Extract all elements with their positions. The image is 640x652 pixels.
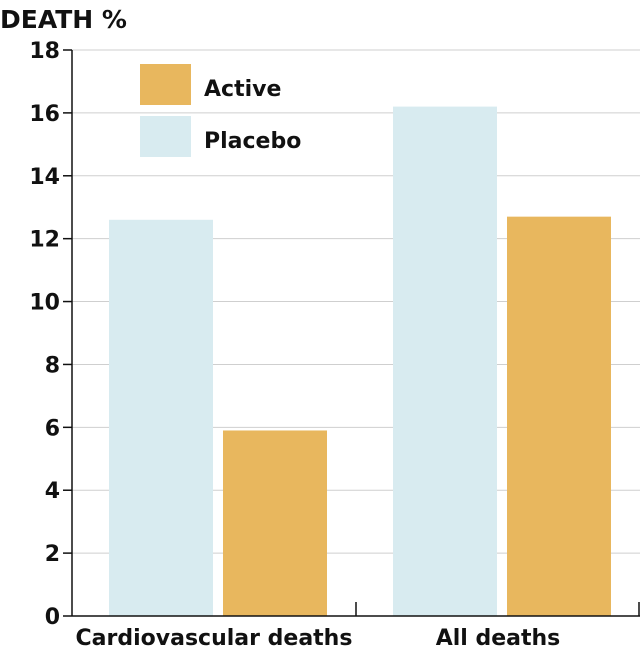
- bar: [507, 216, 611, 616]
- y-tick-label: 6: [45, 416, 60, 441]
- legend: Active Placebo: [140, 64, 301, 157]
- y-tick-label: 4: [45, 479, 60, 504]
- x-tick-label: All deaths: [436, 626, 561, 651]
- bars: [109, 106, 611, 617]
- bar: [223, 430, 327, 616]
- y-tick-label: 16: [29, 102, 60, 127]
- y-tick-label: 0: [45, 605, 60, 630]
- legend-label: Placebo: [204, 129, 301, 154]
- y-tick-label: 8: [45, 353, 60, 378]
- y-tick-label: 2: [45, 542, 60, 567]
- legend-swatch: [140, 64, 191, 105]
- y-axis-title: DEATH %: [0, 5, 127, 34]
- axes: 0 2 4 6 8 10 12 14 16 18 Cardiovascular deaths All …: [29, 39, 640, 651]
- bar: [109, 219, 213, 617]
- y-tick-label: 10: [29, 291, 60, 316]
- x-tick-label: Cardiovascular deaths: [76, 626, 353, 651]
- y-tick-label: 18: [29, 39, 60, 64]
- y-tick-label: 12: [29, 228, 60, 253]
- legend-label: Active: [204, 77, 281, 102]
- y-tick-label: 14: [29, 165, 60, 190]
- bar: [393, 106, 497, 616]
- legend-swatch: [140, 116, 191, 157]
